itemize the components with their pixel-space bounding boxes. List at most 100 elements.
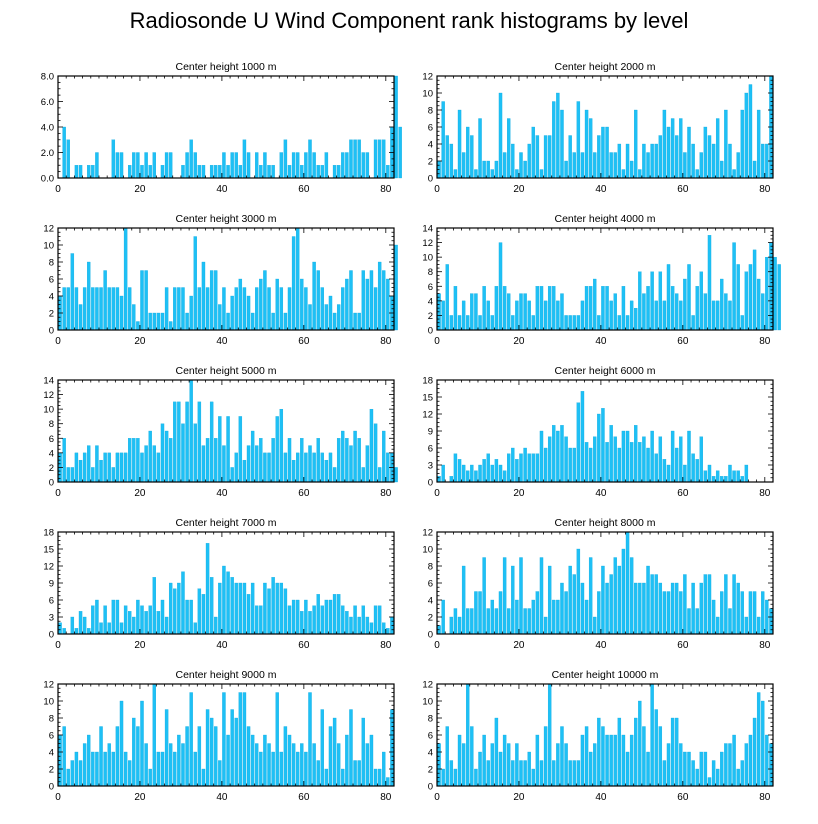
histogram-bar	[291, 743, 296, 787]
histogram-bar	[152, 312, 156, 331]
histogram-bar	[287, 287, 292, 331]
histogram-bar	[539, 286, 544, 331]
histogram-bar	[707, 235, 712, 331]
histogram-bar	[345, 438, 349, 483]
histogram-bar	[679, 118, 683, 179]
histogram-bar	[560, 726, 564, 787]
histogram-bar	[386, 452, 390, 483]
histogram-bar	[543, 726, 548, 787]
histogram-bar	[275, 278, 279, 331]
histogram-bar	[744, 464, 749, 483]
histogram-bar	[687, 264, 691, 331]
histogram-bar	[711, 143, 716, 179]
histogram-bar	[193, 236, 197, 331]
histogram-bar	[658, 271, 663, 331]
histogram-bar	[756, 278, 761, 331]
histogram-bar	[222, 565, 226, 635]
histogram-bar	[523, 608, 527, 635]
histogram-bar	[494, 608, 499, 635]
histogram-bar	[724, 743, 728, 787]
histogram-bar	[498, 591, 503, 635]
y-tick-label: 4	[49, 448, 54, 459]
y-tick-label: 8	[428, 106, 433, 117]
histogram-bar	[502, 734, 507, 787]
x-tick-label: 40	[595, 488, 607, 499]
histogram-bar	[679, 436, 683, 483]
histogram-bar	[744, 92, 749, 179]
histogram-bar	[238, 165, 243, 179]
histogram-bar	[740, 109, 744, 179]
histogram-bar	[715, 300, 720, 331]
histogram-bar	[148, 312, 152, 331]
histogram-bar	[687, 608, 691, 635]
histogram-bar	[695, 608, 699, 635]
histogram-bar	[625, 751, 630, 787]
histogram-bar	[761, 143, 765, 179]
histogram-bar	[394, 244, 398, 331]
histogram-bar	[539, 557, 544, 635]
histogram-bar	[543, 616, 548, 635]
histogram-bar	[177, 401, 181, 483]
histogram-bar	[728, 300, 732, 331]
histogram-bar	[357, 139, 361, 179]
histogram-bar	[621, 430, 626, 483]
histogram-bar	[353, 760, 357, 787]
histogram-bar	[511, 315, 515, 331]
histogram-bar	[82, 287, 87, 331]
histogram-bar	[62, 287, 66, 331]
y-tick-label: 8	[49, 258, 54, 269]
histogram-bar	[173, 588, 177, 635]
histogram-bar	[99, 726, 103, 787]
histogram-bar	[226, 165, 230, 179]
histogram-bar	[531, 315, 535, 331]
x-tick-label: 80	[380, 488, 392, 499]
histogram-bar	[547, 436, 552, 483]
histogram-bar	[691, 453, 695, 483]
histogram-bar	[580, 582, 585, 635]
histogram-bar	[95, 445, 99, 483]
histogram-bar	[160, 751, 165, 787]
histogram-bar	[478, 315, 482, 331]
x-tick-label: 20	[513, 792, 525, 803]
x-tick-label: 40	[216, 640, 228, 651]
histogram-bar	[654, 709, 658, 787]
histogram-bar	[320, 605, 324, 635]
histogram-bar	[185, 312, 189, 331]
histogram-bar	[361, 270, 365, 331]
histogram-bar	[576, 101, 581, 179]
histogram-bar	[382, 622, 386, 635]
histogram-bar	[189, 379, 193, 483]
histogram-bar	[291, 152, 296, 179]
histogram-bar	[699, 751, 703, 787]
histogram-bar	[511, 565, 515, 635]
x-tick-label: 20	[134, 336, 146, 347]
histogram-bar	[218, 760, 222, 787]
histogram-panel: Center height 5000 m 0 20 40 60 80 0 2 4 6 8 10 12 14	[43, 365, 398, 499]
histogram-bar	[287, 438, 292, 483]
histogram-bar	[597, 315, 601, 331]
histogram-bar	[634, 717, 638, 787]
histogram-bar	[394, 75, 398, 179]
histogram-bar	[185, 152, 189, 179]
histogram-bar	[511, 143, 515, 179]
histogram-bar	[267, 287, 271, 331]
y-tick-label: 2	[49, 765, 54, 776]
panel-title: Center height 2000 m	[555, 61, 656, 73]
histogram-bar	[564, 315, 568, 331]
histogram-bar	[291, 459, 296, 483]
histogram-bar	[382, 430, 386, 483]
histogram-bar	[568, 760, 572, 787]
histogram-bar	[230, 295, 234, 331]
histogram-bar	[316, 165, 320, 179]
histogram-bar	[638, 700, 642, 787]
histogram-bar	[173, 287, 177, 331]
histogram-bar	[324, 304, 329, 331]
y-tick-label: 2	[428, 311, 433, 322]
histogram-bar	[453, 768, 458, 787]
histogram-bar	[140, 452, 144, 483]
histogram-bar	[605, 582, 609, 635]
histogram-bar	[332, 165, 337, 179]
histogram-bar	[312, 605, 316, 635]
histogram-bar	[263, 152, 267, 179]
histogram-bar	[576, 315, 581, 331]
